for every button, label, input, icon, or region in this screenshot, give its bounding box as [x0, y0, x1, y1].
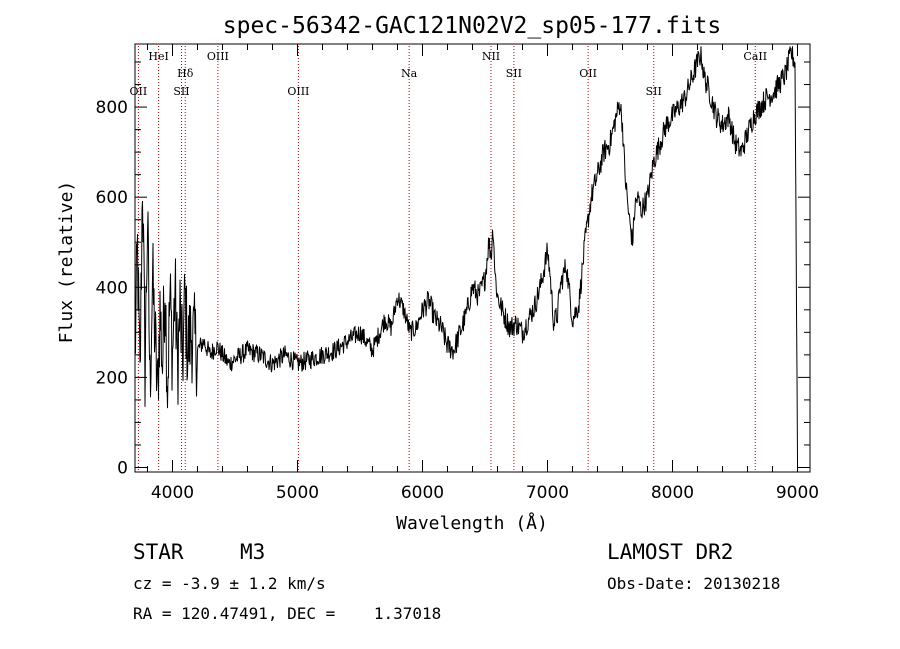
obs-date-line: Obs-Date: 20130218 [607, 574, 781, 593]
y-tick-label: 600 [96, 188, 128, 208]
y-tick-label: 400 [96, 278, 128, 298]
spectral-line-label: Hδ [177, 67, 194, 80]
survey-name: LAMOST DR2 [607, 540, 734, 564]
ra-dec-line: RA = 120.47491, DEC = 1.37018 [133, 604, 442, 623]
spectral-line-label: OII [579, 67, 597, 80]
x-tick-label: 7000 [526, 483, 569, 503]
x-tick-label: 8000 [651, 483, 694, 503]
x-tick-label: 4000 [151, 483, 194, 503]
x-tick-label: 6000 [401, 483, 444, 503]
spectral-line-label: OIII [287, 85, 309, 98]
spectrum-line [134, 46, 798, 463]
spectral-line-label: OII [130, 85, 148, 98]
y-tick-label: 200 [96, 368, 128, 388]
y-tick-label: 0 [117, 458, 128, 478]
spectral-line-label: OIII [207, 50, 229, 63]
spectral-line-label: SII [646, 85, 662, 98]
x-tick-label: 5000 [276, 483, 319, 503]
y-axis-label: Flux (relative) [56, 181, 77, 344]
spectral-line-label: CaII [743, 50, 767, 63]
spectral-line-label: NII [482, 50, 500, 63]
chart-title: spec-56342-GAC121N02V2_sp05-177.fits [223, 13, 722, 39]
plot-frame [134, 43, 811, 473]
redshift-line: cz = -3.9 ± 1.2 km/s [133, 574, 326, 593]
x-axis-label: Wavelength (Å) [396, 512, 548, 534]
spectral-line-label: SII [506, 67, 522, 80]
object-class: STAR [133, 540, 184, 564]
x-tick-label: 9000 [776, 483, 819, 503]
y-tick-label: 800 [96, 98, 128, 118]
spectral-line-label: Na [401, 67, 418, 80]
spectral-line-label: HeI [148, 50, 168, 63]
spectral-line-label: SII [173, 85, 189, 98]
object-subclass: M3 [240, 540, 266, 564]
